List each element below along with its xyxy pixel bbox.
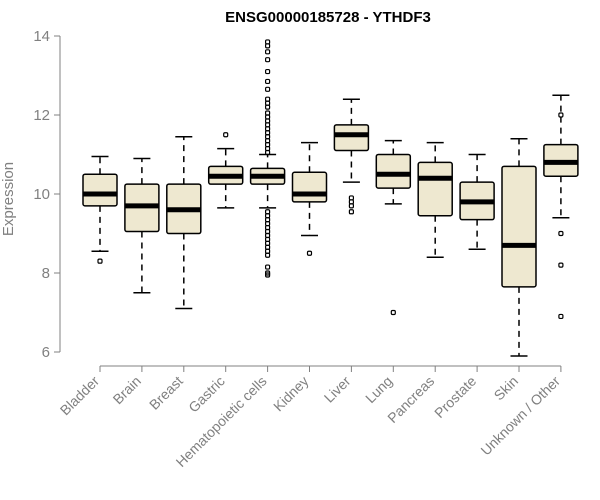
iqr-box	[291, 171, 328, 203]
x-tick-label: Brain	[110, 373, 144, 407]
outlier-point	[265, 78, 271, 85]
box-6	[291, 141, 328, 256]
iqr-box	[417, 161, 453, 217]
outlier-point	[265, 57, 271, 63]
boxes	[82, 39, 579, 357]
iqr-box	[375, 153, 412, 189]
outlier-point	[265, 264, 271, 270]
box-7	[333, 98, 370, 215]
box-1	[82, 155, 118, 264]
outlier-point	[223, 132, 229, 138]
box-2	[124, 157, 160, 294]
box-10	[459, 153, 495, 251]
outlier-point	[558, 313, 564, 320]
x-tick-label: Unknown / Other	[477, 373, 563, 459]
box-9	[417, 141, 453, 258]
y-tick-label: 14	[33, 28, 50, 45]
outlier-point	[265, 104, 271, 110]
y-tick-label: 10	[33, 186, 50, 203]
y-ticks: 6 8 10 12 14	[33, 28, 60, 361]
outlier-point	[558, 112, 564, 118]
x-tick-label: Breast	[146, 373, 186, 413]
y-tick-label: 8	[42, 265, 50, 282]
outlier-point	[390, 309, 396, 316]
x-tick-label: Bladder	[57, 373, 103, 419]
outlier-point	[265, 68, 271, 75]
iqr-box	[333, 124, 370, 152]
box-3	[166, 135, 202, 310]
x-tick-label: Liver	[321, 373, 354, 406]
x-tick-label: Prostate	[431, 373, 479, 421]
box-12	[543, 94, 579, 320]
outlier-point	[265, 86, 271, 92]
y-axis-label: Expression	[0, 162, 17, 236]
y-tick-label: 12	[33, 107, 50, 124]
outlier-point	[265, 272, 271, 278]
iqr-box	[501, 165, 537, 288]
x-tick-label: Pancreas	[384, 373, 437, 426]
outlier-point	[97, 258, 103, 264]
box-8	[375, 139, 412, 316]
iqr-box	[82, 173, 118, 207]
outlier-point	[265, 252, 271, 258]
x-tick-label: Skin	[491, 373, 522, 404]
outlier-point	[306, 250, 313, 256]
outlier-point	[265, 149, 271, 156]
box-4	[207, 132, 244, 209]
outlier-point	[348, 203, 354, 209]
box-11	[501, 137, 537, 357]
box-5	[249, 39, 286, 278]
outlier-point	[558, 230, 564, 237]
chart-title: ENSG00000185728 - YTHDF3	[225, 9, 431, 26]
outlier-point	[265, 49, 271, 55]
x-tick-label: Lung	[362, 373, 395, 406]
outlier-point	[348, 209, 354, 215]
outlier-point	[265, 43, 271, 49]
x-tick-label: Kidney	[270, 373, 312, 415]
outlier-point	[558, 262, 564, 268]
y-tick-label: 6	[42, 344, 50, 361]
